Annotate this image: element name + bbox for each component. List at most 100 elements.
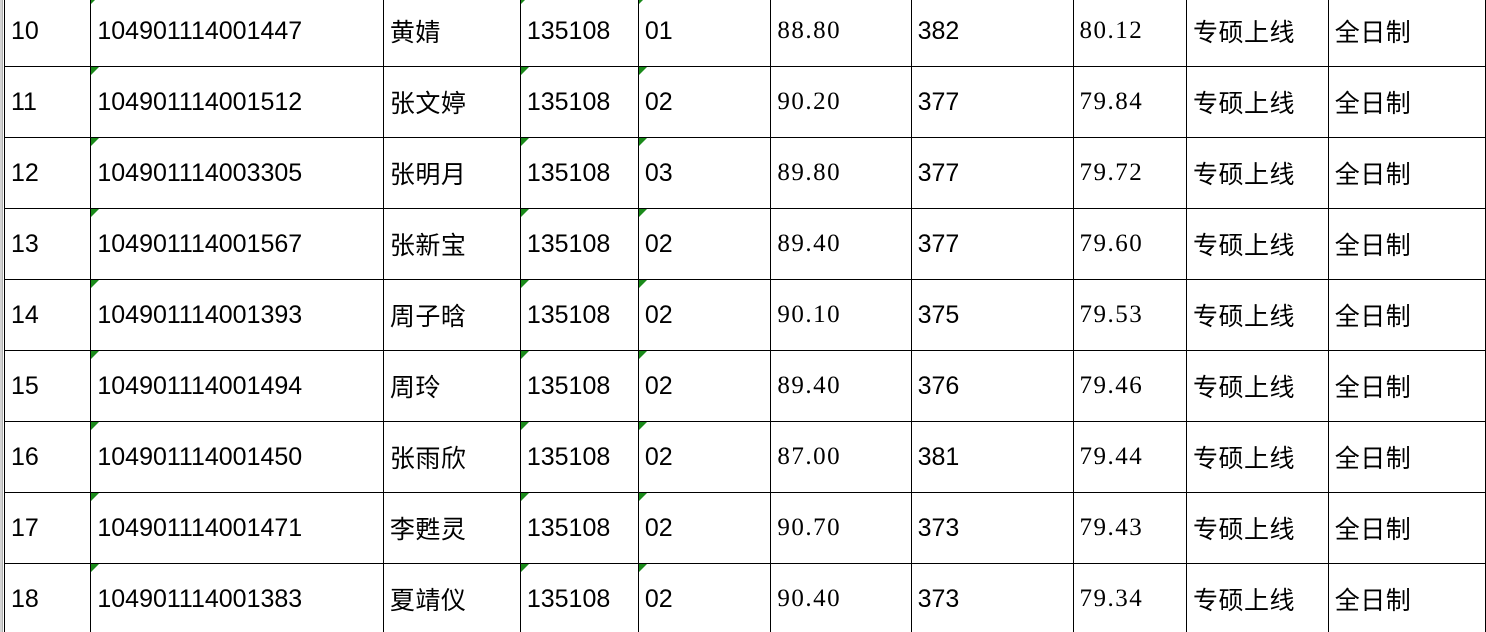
cell-retest-score[interactable]: 89.80 (770, 137, 912, 209)
cell-final-composite-score[interactable]: 79.72 (1072, 137, 1187, 209)
cell-admission-status[interactable]: 专硕上线 (1185, 137, 1329, 209)
cell-candidate-name[interactable]: 李甦灵 (382, 492, 521, 564)
cell-retest-score[interactable]: 90.10 (770, 279, 912, 351)
cell-initial-total-score[interactable]: 377 (910, 66, 1074, 138)
cell-major-code[interactable]: 135108 (519, 492, 639, 564)
cell-retest-score[interactable]: 90.40 (770, 563, 912, 632)
cell-admission-status[interactable]: 专硕上线 (1185, 492, 1329, 564)
table-row[interactable]: 16 104901114001450 张雨欣 135108 02 87.00 381 79.4… (3, 421, 1486, 493)
cell-direction-code[interactable]: 02 (637, 492, 772, 564)
cell-major-code[interactable]: 135108 (519, 137, 639, 209)
cell-admission-status[interactable]: 专硕上线 (1185, 66, 1329, 138)
cell-direction-code[interactable]: 02 (637, 66, 772, 138)
table-row[interactable]: 15 104901114001494 周玲 135108 02 89.40 376 79.46… (3, 350, 1486, 422)
cell-study-mode[interactable]: 全日制 (1327, 208, 1486, 280)
cell-admission-status[interactable]: 专硕上线 (1185, 421, 1329, 493)
cell-major-code[interactable]: 135108 (519, 66, 639, 138)
cell-sequence-number[interactable]: 10 (3, 0, 92, 67)
cell-direction-code[interactable]: 01 (637, 0, 772, 67)
cell-candidate-name[interactable]: 张明月 (382, 137, 521, 209)
cell-candidate-name[interactable]: 周子晗 (382, 279, 521, 351)
cell-major-code[interactable]: 135108 (519, 279, 639, 351)
cell-admission-status[interactable]: 专硕上线 (1185, 0, 1329, 67)
cell-sequence-number[interactable]: 15 (3, 350, 92, 422)
cell-initial-total-score[interactable]: 376 (910, 350, 1074, 422)
cell-final-composite-score[interactable]: 79.43 (1072, 492, 1187, 564)
cell-direction-code[interactable]: 03 (637, 137, 772, 209)
cell-candidate-id[interactable]: 104901114001494 (90, 350, 384, 422)
cell-candidate-id[interactable]: 104901114003305 (90, 137, 384, 209)
cell-major-code[interactable]: 135108 (519, 563, 639, 632)
cell-initial-total-score[interactable]: 373 (910, 563, 1074, 632)
cell-retest-score[interactable]: 90.20 (770, 66, 912, 138)
cell-candidate-id[interactable]: 104901114001450 (90, 421, 384, 493)
cell-final-composite-score[interactable]: 79.84 (1072, 66, 1187, 138)
cell-initial-total-score[interactable]: 377 (910, 208, 1074, 280)
cell-sequence-number[interactable]: 16 (3, 421, 92, 493)
cell-study-mode[interactable]: 全日制 (1327, 350, 1486, 422)
cell-final-composite-score[interactable]: 79.44 (1072, 421, 1187, 493)
cell-retest-score[interactable]: 89.40 (770, 350, 912, 422)
cell-final-composite-score[interactable]: 80.12 (1072, 0, 1187, 67)
cell-sequence-number[interactable]: 11 (3, 66, 92, 138)
cell-final-composite-score[interactable]: 79.46 (1072, 350, 1187, 422)
cell-study-mode[interactable]: 全日制 (1327, 563, 1486, 632)
candidate-score-table[interactable]: 10 104901114001447 黄婧 135108 01 88.80 382 80.12… (3, 0, 1486, 632)
cell-candidate-name[interactable]: 夏靖仪 (382, 563, 521, 632)
cell-initial-total-score[interactable]: 377 (910, 137, 1074, 209)
cell-initial-total-score[interactable]: 381 (910, 421, 1074, 493)
cell-direction-code[interactable]: 02 (637, 563, 772, 632)
cell-initial-total-score[interactable]: 382 (910, 0, 1074, 67)
cell-candidate-id[interactable]: 104901114001471 (90, 492, 384, 564)
cell-candidate-id[interactable]: 104901114001512 (90, 66, 384, 138)
cell-sequence-number[interactable]: 18 (3, 563, 92, 632)
cell-retest-score[interactable]: 90.70 (770, 492, 912, 564)
cell-candidate-id[interactable]: 104901114001447 (90, 0, 384, 67)
cell-study-mode[interactable]: 全日制 (1327, 0, 1486, 67)
cell-final-composite-score[interactable]: 79.34 (1072, 563, 1187, 632)
cell-candidate-name[interactable]: 张雨欣 (382, 421, 521, 493)
cell-candidate-id[interactable]: 104901114001393 (90, 279, 384, 351)
cell-direction-code[interactable]: 02 (637, 279, 772, 351)
cell-study-mode[interactable]: 全日制 (1327, 66, 1486, 138)
table-row[interactable]: 11 104901114001512 张文婷 135108 02 90.20 377 79.8… (3, 66, 1486, 138)
cell-candidate-id[interactable]: 104901114001383 (90, 563, 384, 632)
cell-admission-status[interactable]: 专硕上线 (1185, 279, 1329, 351)
cell-candidate-id[interactable]: 104901114001567 (90, 208, 384, 280)
cell-retest-score[interactable]: 87.00 (770, 421, 912, 493)
cell-direction-code[interactable]: 02 (637, 208, 772, 280)
table-row[interactable]: 14 104901114001393 周子晗 135108 02 90.10 375 79.5… (3, 279, 1486, 351)
cell-candidate-name[interactable]: 张新宝 (382, 208, 521, 280)
cell-major-code[interactable]: 135108 (519, 421, 639, 493)
cell-final-composite-score[interactable]: 79.60 (1072, 208, 1187, 280)
cell-study-mode[interactable]: 全日制 (1327, 421, 1486, 493)
cell-major-code[interactable]: 135108 (519, 0, 639, 67)
cell-retest-score[interactable]: 89.40 (770, 208, 912, 280)
cell-direction-code[interactable]: 02 (637, 350, 772, 422)
table-row[interactable]: 18 104901114001383 夏靖仪 135108 02 90.40 373 79.3… (3, 563, 1486, 632)
cell-final-composite-score[interactable]: 79.53 (1072, 279, 1187, 351)
cell-admission-status[interactable]: 专硕上线 (1185, 350, 1329, 422)
cell-admission-status[interactable]: 专硕上线 (1185, 563, 1329, 632)
cell-candidate-name[interactable]: 周玲 (382, 350, 521, 422)
cell-admission-status[interactable]: 专硕上线 (1185, 208, 1329, 280)
table-row[interactable]: 12 104901114003305 张明月 135108 03 89.80 377 79.7… (3, 137, 1486, 209)
cell-sequence-number[interactable]: 14 (3, 279, 92, 351)
cell-direction-code[interactable]: 02 (637, 421, 772, 493)
cell-sequence-number[interactable]: 12 (3, 137, 92, 209)
cell-initial-total-score[interactable]: 375 (910, 279, 1074, 351)
table-row[interactable]: 13 104901114001567 张新宝 135108 02 89.40 377 79.6… (3, 208, 1486, 280)
cell-candidate-name[interactable]: 张文婷 (382, 66, 521, 138)
cell-retest-score[interactable]: 88.80 (770, 0, 912, 67)
table-row[interactable]: 17 104901114001471 李甦灵 135108 02 90.70 373 79.4… (3, 492, 1486, 564)
cell-initial-total-score[interactable]: 373 (910, 492, 1074, 564)
cell-study-mode[interactable]: 全日制 (1327, 279, 1486, 351)
cell-major-code[interactable]: 135108 (519, 350, 639, 422)
cell-sequence-number[interactable]: 13 (3, 208, 92, 280)
cell-candidate-name[interactable]: 黄婧 (382, 0, 521, 67)
cell-major-code[interactable]: 135108 (519, 208, 639, 280)
cell-sequence-number[interactable]: 17 (3, 492, 92, 564)
cell-study-mode[interactable]: 全日制 (1327, 492, 1486, 564)
cell-study-mode[interactable]: 全日制 (1327, 137, 1486, 209)
